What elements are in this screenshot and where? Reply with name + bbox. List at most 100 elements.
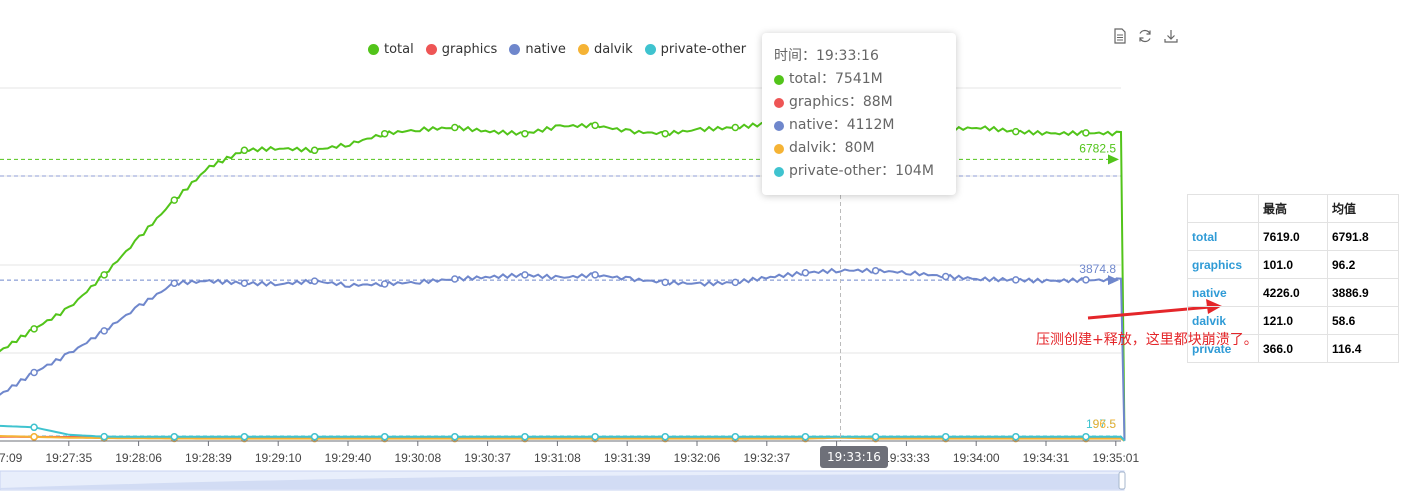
chart-legend: total graphics native dalvik private-oth… xyxy=(368,42,746,57)
stats-max: 7619.0 xyxy=(1258,222,1328,251)
x-tick-label: 19:30:37 xyxy=(464,451,511,465)
data-point xyxy=(661,129,669,138)
legend-item-dalvik[interactable]: dalvik xyxy=(577,42,633,57)
data-point xyxy=(170,432,179,441)
stats-row: graphics 101.0 96.2 xyxy=(1187,250,1399,279)
data-point xyxy=(380,432,389,441)
data-point xyxy=(1012,127,1020,136)
stats-max: 366.0 xyxy=(1258,334,1328,363)
data-point xyxy=(1082,432,1090,441)
data-point xyxy=(451,432,459,441)
data-point xyxy=(170,196,179,204)
series-line-private-other xyxy=(0,424,1126,442)
legend-dot-icon xyxy=(425,44,437,55)
data-point xyxy=(451,275,459,283)
stats-name: dalvik xyxy=(1187,306,1259,335)
x-tick-label: 19:35:01 xyxy=(1092,451,1139,465)
stats-name: total xyxy=(1187,222,1259,251)
legend-label: total xyxy=(384,42,414,57)
legend-label: dalvik xyxy=(593,42,633,57)
data-point xyxy=(801,269,810,277)
data-point xyxy=(310,277,319,285)
legend-dot-icon xyxy=(644,44,656,55)
stats-name: private xyxy=(1187,334,1259,363)
series-end-label: 96.5 xyxy=(1093,417,1117,431)
x-tick-label: 19:27:35 xyxy=(45,451,92,465)
x-axis: 7:09 19:27:35 19:28:06 19:28:39 19:29:10 19:2… xyxy=(0,440,1139,465)
chart-tooltip: 时间：19:33:16 total：7541M graphics：88M nat… xyxy=(762,33,956,195)
data-point xyxy=(310,432,319,441)
x-tick-label: 19:33:33 xyxy=(883,451,930,465)
tooltip-row: private-other：104M xyxy=(774,160,944,183)
legend-dot-icon xyxy=(509,44,521,55)
x-tick-label: 19:30:08 xyxy=(394,451,441,465)
data-point xyxy=(731,123,740,132)
stats-avg: 3886.9 xyxy=(1327,278,1399,307)
legend-dot-icon xyxy=(577,44,589,55)
data-point xyxy=(591,271,599,279)
data-point xyxy=(240,432,249,441)
stats-header-max: 最高 xyxy=(1258,194,1328,223)
mark-line-label: 6782.5 xyxy=(1079,141,1116,155)
stats-row: total 7619.0 6791.8 xyxy=(1187,222,1399,251)
x-tick-label: 19:34:00 xyxy=(953,451,1000,465)
legend-label: native xyxy=(525,42,566,57)
stats-header-row: 最高 均值 xyxy=(1187,194,1399,223)
series-dot-icon xyxy=(774,166,784,177)
x-tick-label: 19:29:10 xyxy=(255,451,302,465)
legend-label: graphics xyxy=(441,42,498,57)
data-point xyxy=(941,272,950,281)
data-point xyxy=(100,327,108,335)
legend-dot-icon xyxy=(368,44,379,55)
data-point xyxy=(451,123,459,132)
tooltip-row-text: private-other：104M xyxy=(789,163,934,179)
x-tick-label: 19:31:08 xyxy=(534,451,581,465)
data-point xyxy=(30,433,38,441)
tooltip-row-text: graphics：88M xyxy=(789,94,893,110)
refresh-icon[interactable] xyxy=(1137,28,1153,44)
data-point xyxy=(1082,129,1090,137)
stats-max: 101.0 xyxy=(1258,250,1328,279)
data-zoom-slider[interactable] xyxy=(0,470,1126,491)
tooltip-row: native：4112M xyxy=(774,114,944,137)
annotation-text: 压测创建+释放，这里都块崩溃了。 xyxy=(1036,332,1258,348)
data-point xyxy=(521,432,529,441)
stats-avg: 116.4 xyxy=(1327,334,1399,363)
stats-row: native 4226.0 3886.9 xyxy=(1187,278,1399,307)
document-icon[interactable] xyxy=(1113,28,1127,44)
x-tick-label: 19:29:40 xyxy=(325,451,372,465)
stats-avg: 58.6 xyxy=(1327,306,1399,335)
data-point xyxy=(941,432,950,441)
series-end-label: 197.5 xyxy=(1086,417,1116,431)
mark-line-label: 3874.8 xyxy=(1079,262,1116,276)
legend-item-native[interactable]: native xyxy=(509,42,566,57)
series-dot-icon xyxy=(774,97,784,108)
stats-name: native xyxy=(1187,278,1259,307)
series-lines: 197.596.5 xyxy=(0,121,1126,443)
data-point xyxy=(661,278,669,287)
tooltip-row: graphics：88M xyxy=(774,91,944,114)
x-tick-label: 19:32:37 xyxy=(743,451,790,465)
stats-avg: 6791.8 xyxy=(1327,222,1399,251)
stats-table: 最高 均值 total 7619.0 6791.8 graphics 101.0… xyxy=(1187,194,1399,363)
data-point xyxy=(30,423,38,432)
tooltip-row-text: dalvik：80M xyxy=(789,140,875,156)
data-point xyxy=(1082,276,1090,284)
tooltip-row: dalvik：80M xyxy=(774,137,944,160)
download-icon[interactable] xyxy=(1163,28,1179,44)
data-point xyxy=(240,279,249,287)
series-line-native xyxy=(0,267,1126,441)
data-point xyxy=(100,271,108,279)
legend-item-total[interactable]: total xyxy=(368,42,414,57)
data-point xyxy=(591,432,599,441)
legend-item-graphics[interactable]: graphics xyxy=(425,42,498,57)
data-point xyxy=(380,280,389,288)
legend-item-private-other[interactable]: private-other xyxy=(644,42,746,57)
data-point xyxy=(871,432,880,441)
data-point xyxy=(30,368,38,377)
data-point xyxy=(731,278,740,287)
tooltip-row-text: total：7541M xyxy=(789,71,883,87)
series-dot-icon xyxy=(774,120,784,131)
data-point xyxy=(30,325,38,333)
axis-pointer-label: 19:33:16 xyxy=(820,446,888,468)
